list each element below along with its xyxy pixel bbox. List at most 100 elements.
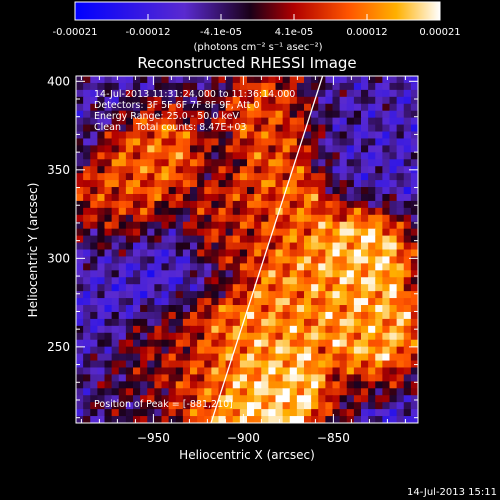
- heatmap-cell: [104, 131, 113, 140]
- heatmap-cell: [382, 82, 391, 91]
- heatmap-cell: [161, 416, 170, 423]
- heatmap-cell: [76, 353, 84, 362]
- heatmap-cell: [382, 311, 391, 320]
- heatmap-cell: [247, 82, 255, 91]
- heatmap-cell: [76, 416, 84, 423]
- heatmap-cell: [147, 402, 155, 410]
- heatmap-cell: [104, 200, 113, 209]
- heatmap-cell: [190, 318, 198, 327]
- heatmap-cell: [275, 173, 284, 181]
- heatmap-cell: [382, 103, 391, 112]
- heatmap-cell: [403, 305, 412, 313]
- heatmap-cell: [282, 117, 291, 126]
- heatmap-cell: [375, 124, 383, 133]
- heatmap-cell: [125, 388, 134, 396]
- heatmap-cell: [254, 311, 262, 320]
- heatmap-cell: [140, 103, 148, 112]
- heatmap-cell: [76, 381, 84, 389]
- heatmap-cell: [261, 152, 269, 160]
- heatmap-cell: [218, 256, 227, 264]
- heatmap-cell: [90, 166, 98, 174]
- heatmap-cell: [289, 388, 298, 396]
- heatmap-cell: [375, 402, 383, 410]
- heatmap-cell: [368, 318, 376, 327]
- heatmap-cell: [182, 221, 191, 230]
- heatmap-cell: [104, 103, 113, 112]
- heatmap-cell: [247, 235, 255, 244]
- heatmap-cell: [311, 277, 319, 285]
- heatmap-cell: [197, 284, 205, 292]
- heatmap-cell: [97, 124, 106, 133]
- heatmap-cell: [168, 138, 177, 146]
- heatmap-cell: [182, 159, 191, 167]
- heatmap-cell: [90, 374, 98, 382]
- heatmap-cell: [190, 263, 198, 271]
- heatmap-cell: [76, 124, 84, 133]
- heatmap-cell: [410, 353, 418, 362]
- heatmap-cell: [239, 256, 248, 264]
- heatmap-cell: [168, 110, 177, 119]
- heatmap-cell: [375, 131, 383, 140]
- heatmap-cell: [190, 166, 198, 174]
- heatmap-cell: [111, 138, 120, 146]
- heatmap-cell: [182, 131, 191, 140]
- heatmap-cell: [125, 339, 134, 348]
- heatmap-cell: [389, 339, 398, 348]
- heatmap-cell: [232, 277, 241, 285]
- heatmap-cell: [97, 82, 106, 91]
- heatmap-cell: [239, 180, 248, 188]
- heatmap-cell: [339, 187, 348, 195]
- heatmap-cell: [282, 173, 291, 181]
- heatmap-cell: [104, 374, 113, 382]
- heatmap-cell: [275, 402, 284, 410]
- heatmap-cell: [339, 256, 348, 264]
- heatmap-cell: [247, 256, 255, 264]
- heatmap-cell: [83, 228, 91, 237]
- heatmap-cell: [175, 284, 184, 292]
- heatmap-cell: [318, 131, 326, 140]
- heatmap-cell: [289, 346, 298, 355]
- heatmap-cell: [311, 263, 319, 271]
- heatmap-cell: [232, 152, 241, 160]
- heatmap-cell: [282, 360, 291, 369]
- heatmap-cell: [125, 159, 134, 167]
- heatmap-cell: [161, 311, 170, 320]
- heatmap-cell: [353, 416, 362, 423]
- heatmap-cell: [339, 145, 348, 153]
- heatmap-cell: [161, 138, 170, 146]
- heatmap-cell: [375, 332, 383, 341]
- heatmap-cell: [111, 305, 120, 313]
- heatmap-cell: [161, 207, 170, 216]
- heatmap-cell: [232, 214, 241, 223]
- heatmap-cell: [410, 339, 418, 348]
- heatmap-cell: [325, 200, 334, 209]
- heatmap-cell: [361, 367, 369, 376]
- heatmap-cell: [111, 89, 120, 98]
- heatmap-cell: [353, 207, 362, 216]
- heatmap-cell: [247, 395, 255, 403]
- heatmap-cell: [289, 298, 298, 306]
- heatmap-cell: [239, 124, 248, 133]
- heatmap-cell: [311, 360, 319, 369]
- heatmap-cell: [289, 305, 298, 313]
- heatmap-cell: [282, 318, 291, 327]
- heatmap-cell: [175, 76, 184, 84]
- heatmap-cell: [104, 138, 113, 146]
- heatmap-cell: [182, 235, 191, 244]
- heatmap-cell: [154, 159, 163, 167]
- heatmap-cell: [261, 409, 269, 417]
- heatmap-cell: [254, 367, 262, 376]
- heatmap-cell: [282, 187, 291, 195]
- heatmap-cell: [239, 249, 248, 258]
- heatmap-cell: [325, 346, 334, 355]
- heatmap-cell: [368, 76, 376, 84]
- heatmap-cell: [382, 242, 391, 251]
- heatmap-cell: [239, 89, 248, 98]
- heatmap-cell: [318, 76, 326, 84]
- heatmap-cell: [182, 207, 191, 216]
- heatmap-cell: [204, 402, 212, 410]
- heatmap-cell: [325, 96, 334, 105]
- heatmap-cell: [140, 360, 148, 369]
- heatmap-cell: [211, 346, 220, 355]
- heatmap-cell: [396, 76, 405, 84]
